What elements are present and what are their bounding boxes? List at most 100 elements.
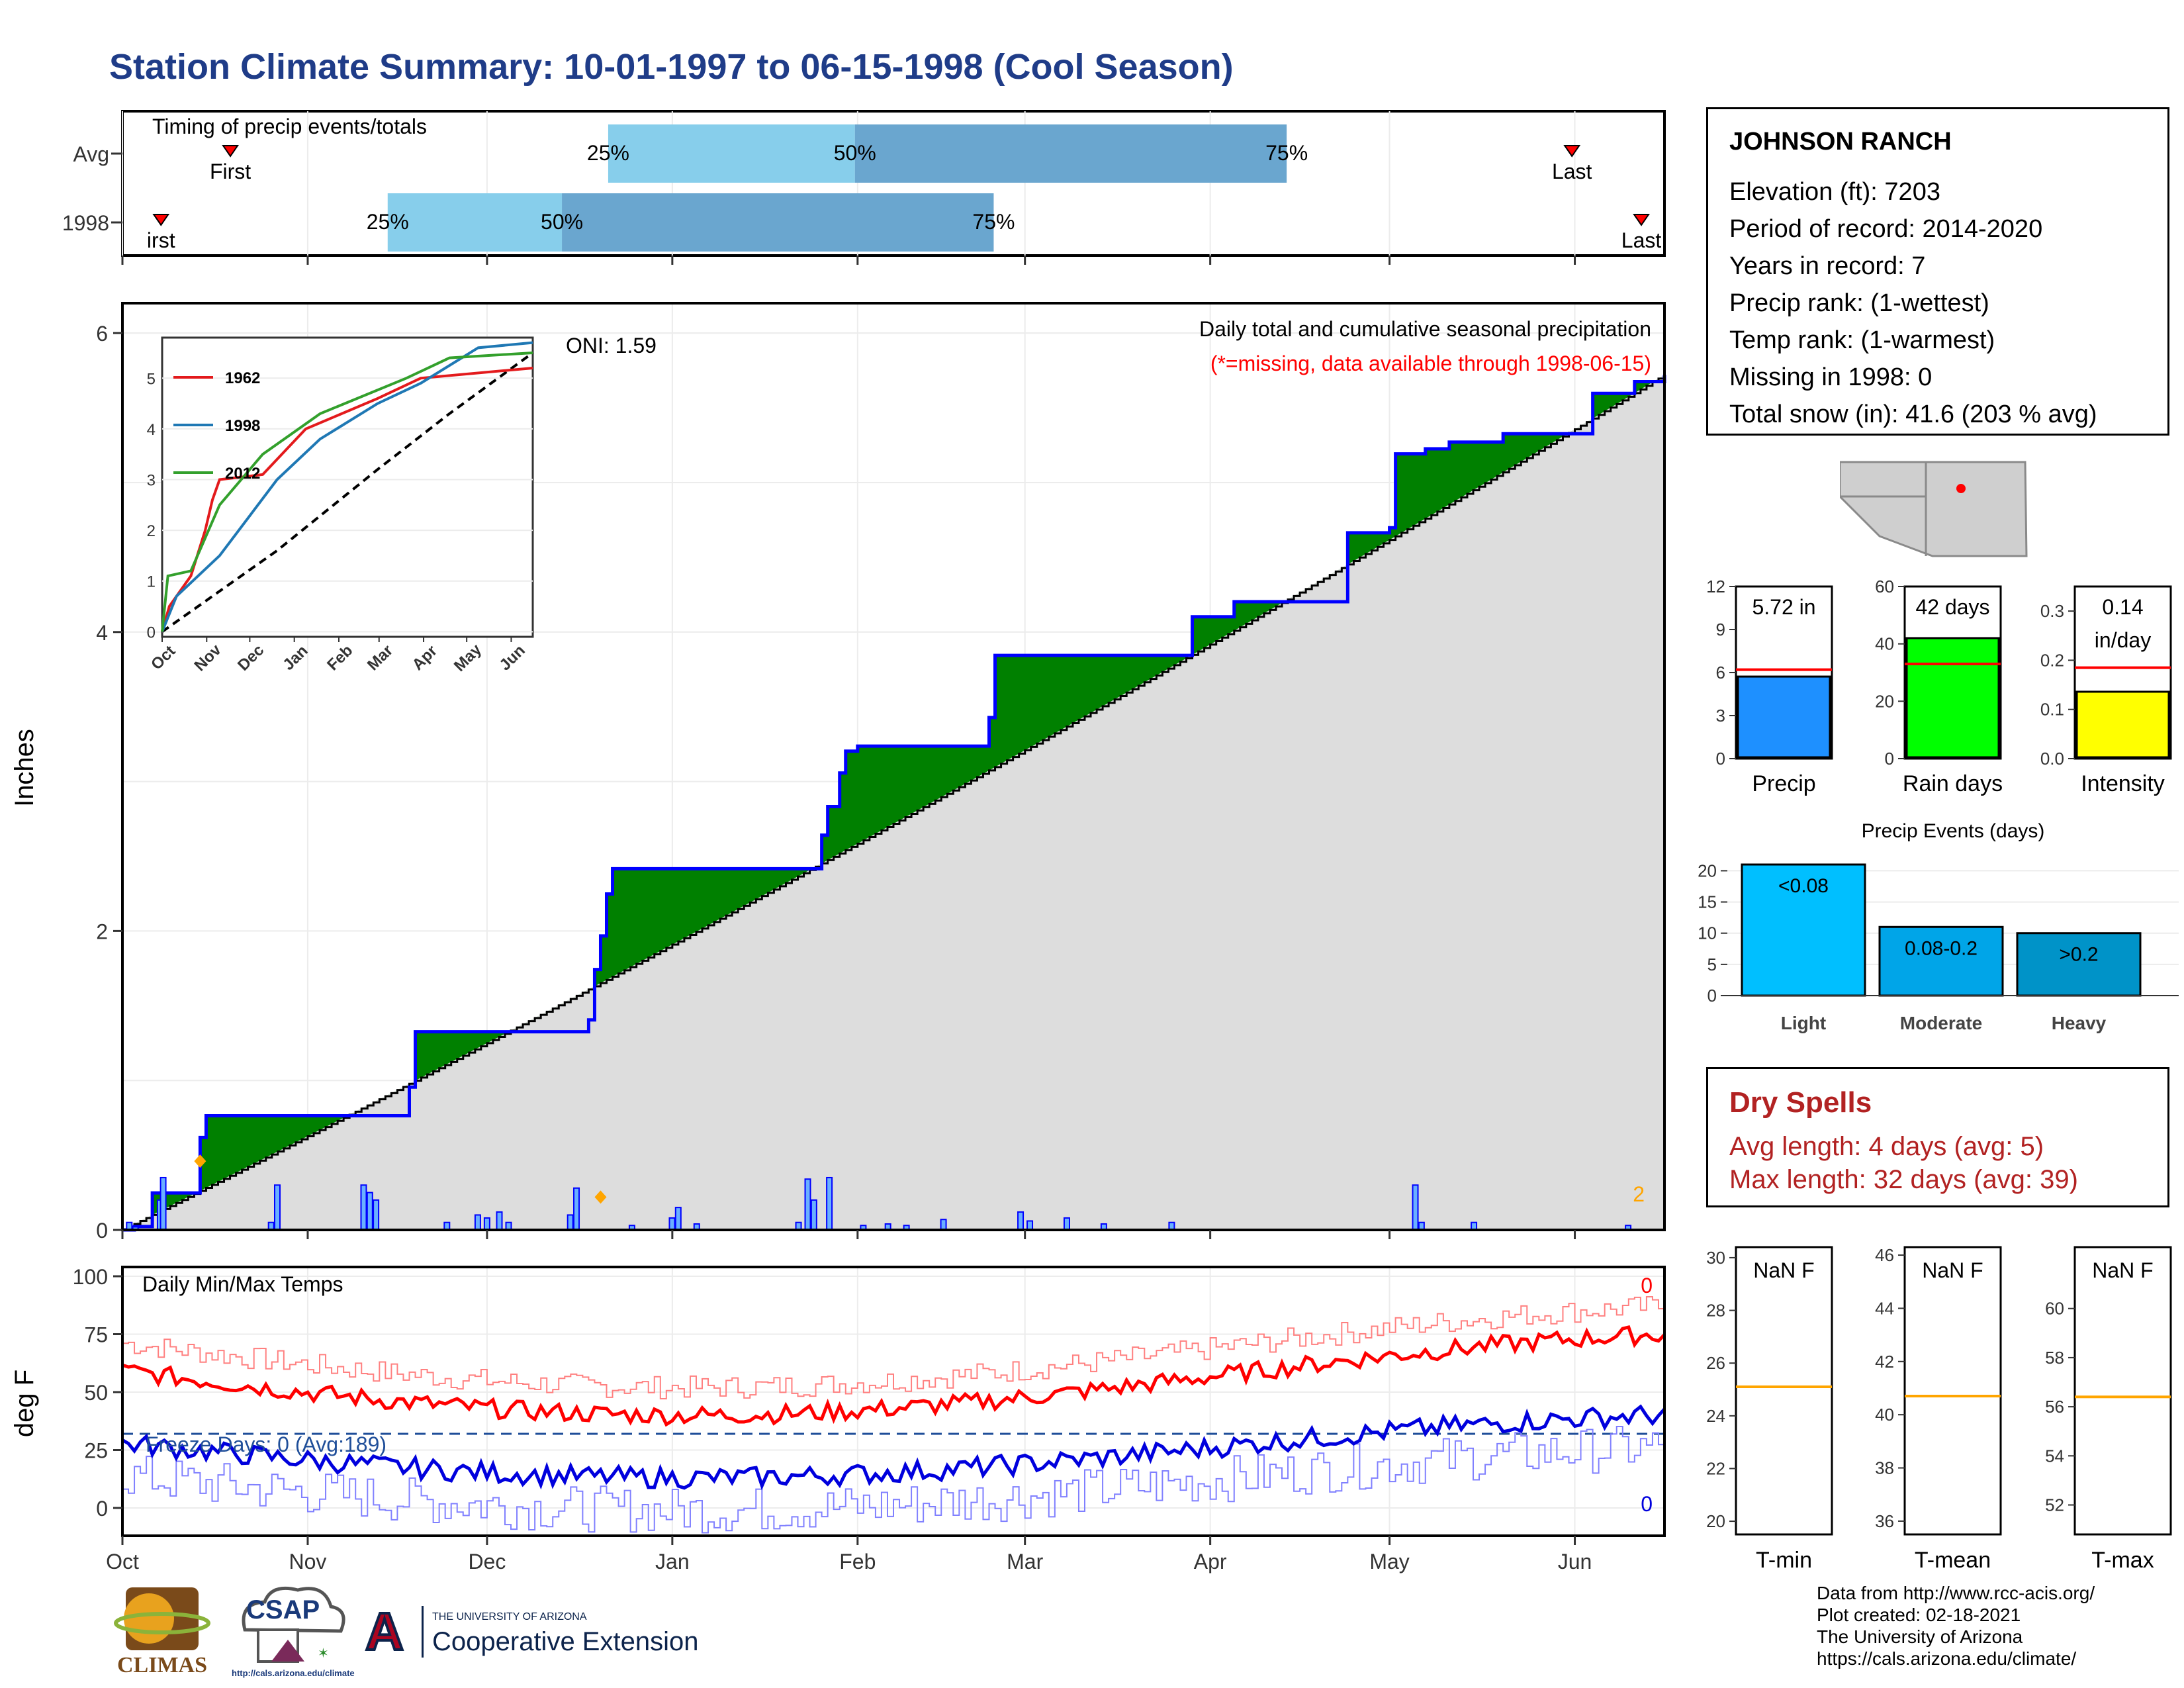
precip-subheader: (*=missing, data available through 1998-… [1210, 352, 1651, 375]
cumulative-precip-line [122, 375, 1666, 1232]
summary-value-label: in/day [2095, 628, 2151, 652]
summary-ytick-label: 3 [1716, 706, 1725, 726]
precip-ylabel: Inches [10, 729, 39, 807]
summary-bar [1905, 637, 2000, 759]
climas-logo[interactable]: CLIMAS [106, 1582, 218, 1681]
timing-last-label: Last [1621, 228, 1662, 252]
daily-precip-bar [274, 1184, 281, 1231]
timing-first-label: First [210, 160, 251, 183]
ua-logo[interactable]: A THE UNIVERSITY OF ARIZONA Cooperative … [361, 1601, 745, 1668]
precip-header: Daily total and cumulative seasonal prec… [1199, 317, 1651, 341]
missing-count: 2 [1633, 1182, 1645, 1206]
temp-summary-value-label: NaN F [1753, 1258, 1814, 1282]
month-label: Feb [839, 1550, 876, 1573]
csap-logo[interactable]: ✶ CSAP http://cals.arizona.edu/climate [232, 1583, 355, 1683]
cumulative-precip-area [122, 375, 1664, 1230]
temp-summary-ytick-label: 54 [2045, 1446, 2064, 1466]
precip-chart: 0 2 4 6 Inches Daily total and cumulative sea… [10, 302, 1666, 1243]
temp-ytick-label: 75 [84, 1323, 108, 1347]
month-label: May [1369, 1550, 1409, 1573]
locator-map [1840, 457, 2032, 563]
timing-label: Timing of precip events/totals [152, 115, 427, 138]
timing-bar-50-75 [854, 124, 1287, 183]
inset-series-line [161, 366, 533, 632]
station-name: JOHNSON RANCH [1729, 128, 1952, 156]
temp-summary-ytick-label: 58 [2045, 1348, 2064, 1368]
summary-bar [2075, 690, 2170, 759]
daily-precip-bar [826, 1176, 833, 1231]
month-label: Nov [289, 1550, 327, 1573]
daily-precip-bar [159, 1176, 167, 1231]
summary-title: Precip [1752, 771, 1815, 796]
average-cumulative-area [122, 375, 1664, 1230]
summary-ytick-label: 40 [1875, 634, 1894, 654]
month-label: Jan [655, 1550, 690, 1573]
temp-summary-ytick-label: 44 [1875, 1298, 1894, 1318]
daily-precip-bar [810, 1199, 817, 1231]
summary-ytick-label: 6 [1716, 663, 1725, 682]
inset-legend-label: 1962 [225, 369, 260, 387]
summary-ytick-label: 0.3 [2040, 601, 2064, 621]
temp-frame [121, 1266, 1666, 1537]
month-label: Oct [106, 1550, 139, 1573]
month-label: Mar [1007, 1550, 1043, 1573]
credit-source[interactable]: Data from http://www.rcc-acis.org/ [1817, 1583, 2095, 1603]
month-label: Apr [1194, 1550, 1227, 1573]
timing-row-label: Avg [73, 142, 109, 166]
ua-logo-letter: A [364, 1601, 405, 1662]
state-border [1840, 462, 1927, 556]
temp-summary-ytick-label: 60 [2045, 1299, 2064, 1319]
credit-url[interactable]: https://cals.arizona.edu/climate/ [1817, 1648, 2077, 1669]
precip-frame [121, 302, 1666, 1231]
temp-summary-ytick-label: 52 [2045, 1495, 2064, 1515]
temp-summary-ytick-label: 20 [1706, 1511, 1725, 1531]
events-bar-label: 0.08-0.2 [1905, 937, 1978, 959]
credits: Data from http://www.rcc-acis.org/ Plot … [1817, 1582, 2095, 1669]
temp-summary-ytick-label: 30 [1706, 1248, 1725, 1268]
month-label: Dec [468, 1550, 506, 1573]
temp-summary-ytick-label: 38 [1875, 1458, 1894, 1478]
summary-ytick-label: 9 [1716, 620, 1725, 639]
daily-precip-bar [1412, 1184, 1419, 1231]
summary-bar [1737, 675, 1831, 759]
max-temp-record-line [122, 1296, 1665, 1400]
timing-first-marker [222, 145, 240, 158]
summary-ytick-label: 0 [1716, 749, 1725, 769]
summary-ytick-label: 20 [1875, 691, 1894, 711]
summary-bars: 0 3 6 9 12 5.72 in Precip 0 20 40 60 42 days Rain da… [1706, 577, 2172, 796]
temp-summary-bars: 20 22 24 26 28 30 NaN F T-min 36 38 40 42 44 46 NaN F T… [1706, 1245, 2172, 1573]
region-shape [1840, 461, 2028, 557]
daily-precip-bar [567, 1214, 574, 1231]
inset-frame [161, 336, 534, 638]
inset-ytick-label: 1 [147, 573, 156, 591]
daily-precip-bar [1017, 1211, 1024, 1231]
summary-value-label: 5.72 in [1752, 595, 1815, 619]
ua-logo-line2: Cooperative Extension [432, 1627, 699, 1656]
daily-precip-bar [940, 1219, 947, 1231]
dry-spells-box: Dry Spells Avg length: 4 days (avg: 5) M… [1706, 1067, 2169, 1207]
timing-bar-25-50 [387, 193, 563, 252]
inset-series-line [161, 351, 533, 632]
inset-ytick-label: 5 [147, 370, 156, 388]
temp-ytick-label: 50 [84, 1381, 108, 1405]
summary-ytick-label: 0.2 [2040, 650, 2064, 670]
summary-title: Rain days [1903, 771, 2003, 796]
timing-first-label: irst [147, 228, 175, 252]
precip-ytick-label: 0 [96, 1219, 108, 1243]
precip-events-chart: Precip Events (days) <0.08 Light 0.08-0.2 Mo… [1698, 820, 2179, 1033]
max-temp-count: 0 [1641, 1274, 1653, 1297]
average-cumulative-line [122, 375, 1666, 1231]
summary-ytick-label: 12 [1706, 577, 1725, 596]
inset-ytick-label: 0 [147, 624, 156, 641]
daily-precip-bar [373, 1199, 380, 1231]
inset-ytick-label: 2 [147, 522, 156, 540]
events-bar [2016, 932, 2142, 997]
events-bar [1741, 863, 1866, 997]
temp-summary-ytick-label: 28 [1706, 1301, 1725, 1321]
station-precip-rank: Precip rank: (1-wettest) [1729, 289, 1989, 317]
daily-precip-bar [1063, 1217, 1070, 1231]
station-info-box: JOHNSON RANCH Elevation (ft): 7203 Perio… [1706, 107, 2169, 436]
daily-precip-bar [360, 1184, 367, 1231]
timing-bar-25-50 [608, 124, 855, 183]
temp-summary-ytick-label: 22 [1706, 1458, 1725, 1478]
